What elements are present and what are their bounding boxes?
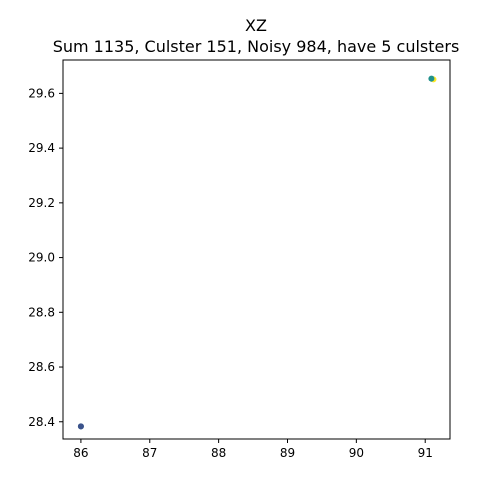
x-tick-label: 88 — [211, 446, 226, 460]
data-points — [77, 75, 437, 430]
y-tick-label: 28.4 — [28, 415, 55, 429]
x-tick-label: 89 — [280, 446, 295, 460]
y-tick-label: 28.8 — [28, 305, 55, 319]
x-tick-label: 90 — [349, 446, 364, 460]
scatter-point — [77, 423, 84, 430]
chart-title: XZ — [245, 16, 267, 35]
plot-frame — [62, 59, 451, 440]
chart-subtitle: Sum 1135, Culster 151, Noisy 984, have 5… — [53, 37, 460, 56]
x-tick-label: 86 — [73, 446, 88, 460]
x-tick-label: 87 — [142, 446, 157, 460]
scatter-point — [428, 75, 435, 82]
y-tick-label: 29.2 — [28, 196, 55, 210]
y-tick-label: 29.6 — [28, 86, 55, 100]
y-tick-label: 29.4 — [28, 141, 55, 155]
x-tick-label: 91 — [418, 446, 433, 460]
y-tick-label: 28.6 — [28, 360, 55, 374]
axis-ticks: 86 87 88 89 90 91 28.4 28.6 28.8 29.0 29.2 29.4 29.6 — [28, 86, 433, 460]
y-tick-label: 29.0 — [28, 251, 55, 265]
